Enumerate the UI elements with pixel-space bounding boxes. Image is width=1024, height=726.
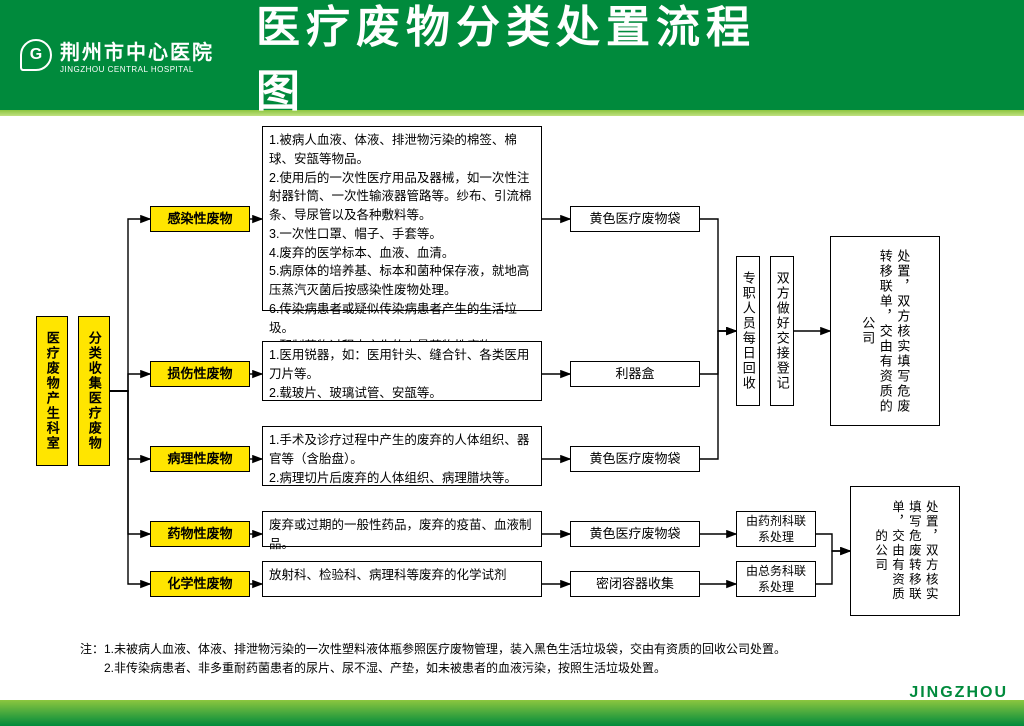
node-desc-2: 1.医用锐器，如：医用针头、缝合针、各类医用刀片等。 2.载玻片、玻璃试管、安瓿… — [262, 341, 542, 401]
node-dispose-top: 处置，双方核实填写危废转移联单，交由有资质的公司 — [830, 236, 940, 426]
chart-title: 医疗废物分类处置流程图 — [256, 0, 768, 119]
footnote: 注：1.未被病人血液、体液、排泄物污染的一次性塑料液体瓶参照医疗废物管理，装入黑… — [80, 640, 786, 678]
node-container-4: 黄色医疗废物袋 — [570, 521, 700, 547]
node-next-5: 由总务科联系处理 — [736, 561, 816, 597]
footer-bar — [0, 700, 1024, 726]
node-desc-1: 1.被病人血液、体液、排泄物污染的棉签、棉球、安瓿等物品。 2.使用后的一次性医… — [262, 126, 542, 311]
node-container-3: 黄色医疗废物袋 — [570, 446, 700, 472]
footer-brand-1: JINGZHOU — [909, 684, 1008, 701]
node-recycle: 专职人员每日回收 — [736, 256, 760, 406]
hospital-name-en: JINGZHOU CENTRAL HOSPITAL — [60, 65, 214, 74]
node-category-5: 化学性废物 — [150, 571, 250, 597]
node-category-4: 药物性废物 — [150, 521, 250, 547]
hospital-name: 荆州市中心医院 — [60, 36, 214, 65]
node-container-1: 黄色医疗废物袋 — [570, 206, 700, 232]
node-desc-5: 放射科、检验科、病理科等废弃的化学试剂 — [262, 561, 542, 597]
footnote-line-1: 注：1.未被病人血液、体液、排泄物污染的一次性塑料液体瓶参照医疗废物管理，装入黑… — [80, 640, 786, 659]
node-container-2: 利器盒 — [570, 361, 700, 387]
flowchart-canvas: 医疗废物产生科室 分类收集医疗废物 感染性废物 损伤性废物 病理性废物 药物性废… — [0, 116, 1024, 676]
footnote-line-2: 2.非传染病患者、非多重耐药菌患者的尿片、尿不湿、产垫，如未被患者的血液污染，按… — [80, 659, 786, 678]
node-collect: 分类收集医疗废物 — [78, 316, 110, 466]
node-container-5: 密闭容器收集 — [570, 571, 700, 597]
node-category-2: 损伤性废物 — [150, 361, 250, 387]
node-category-3: 病理性废物 — [150, 446, 250, 472]
logo-block: G 荆州市中心医院 JINGZHOU CENTRAL HOSPITAL — [20, 36, 214, 74]
node-root: 医疗废物产生科室 — [36, 316, 68, 466]
node-handover: 双方做好交接登记 — [770, 256, 794, 406]
node-desc-3: 1.手术及诊疗过程中产生的废弃的人体组织、器官等（含胎盘）。 2.病理切片后废弃… — [262, 426, 542, 486]
header-bar: G 荆州市中心医院 JINGZHOU CENTRAL HOSPITAL 医疗废物… — [0, 0, 1024, 110]
node-next-4: 由药剂科联系处理 — [736, 511, 816, 547]
hospital-logo-icon: G — [20, 39, 52, 71]
node-category-1: 感染性废物 — [150, 206, 250, 232]
node-dispose-bot: 处置，双方核实填写危废转移联单，交由有资质的公司 — [850, 486, 960, 616]
node-desc-4: 废弃或过期的一般性药品，废弃的疫苗、血液制品。 — [262, 511, 542, 547]
